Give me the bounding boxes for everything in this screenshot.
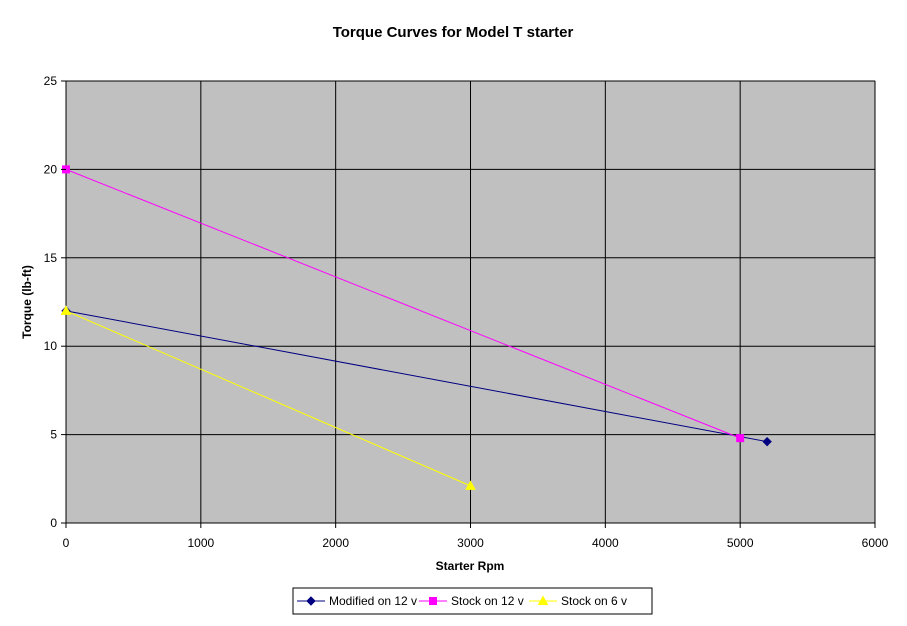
tick-labels: 0 5 10 15 20 25 0 1000 2000 3000 4000 5000 6000 bbox=[44, 74, 889, 550]
series-line bbox=[65, 310, 768, 443]
legend-item: Stock on 6 v bbox=[529, 594, 627, 608]
x-tick-label: 0 bbox=[63, 536, 70, 550]
y-tick-label: 5 bbox=[50, 428, 57, 442]
data-point bbox=[60, 305, 72, 315]
y-tick-label: 25 bbox=[44, 74, 58, 88]
x-tick-label: 5000 bbox=[727, 536, 754, 550]
data-point bbox=[465, 480, 476, 490]
chart-title: Torque Curves for Model T starter bbox=[333, 24, 574, 41]
legend-marker bbox=[429, 597, 437, 605]
legend-item: Modified on 12 v bbox=[297, 594, 417, 608]
legend: Modified on 12 v Stock on 12 v Stock on 6 … bbox=[292, 587, 653, 615]
legend-marker bbox=[537, 595, 549, 605]
series-line bbox=[65, 310, 471, 487]
legend-label: Modified on 12 v bbox=[329, 594, 417, 608]
legend-label: Stock on 12 v bbox=[451, 594, 524, 608]
legend-marker bbox=[306, 596, 316, 606]
legend-item: Stock on 12 v bbox=[419, 594, 524, 608]
x-tick-label: 1000 bbox=[187, 536, 214, 550]
y-tick-label: 20 bbox=[44, 162, 58, 176]
x-axis-title: Starter Rpm bbox=[436, 559, 505, 573]
data-point bbox=[736, 434, 745, 443]
series-3 bbox=[60, 305, 476, 490]
series-layer bbox=[60, 165, 772, 490]
plot-area bbox=[65, 80, 876, 524]
data-point bbox=[762, 436, 772, 447]
y-tick-label: 0 bbox=[50, 516, 57, 530]
x-tick-label: 3000 bbox=[457, 536, 484, 550]
legend-label: Stock on 6 v bbox=[561, 594, 627, 608]
y-tick-label: 10 bbox=[44, 339, 58, 353]
legend-box bbox=[292, 587, 653, 615]
x-tick-label: 6000 bbox=[862, 536, 889, 550]
series-1 bbox=[61, 306, 772, 447]
y-tick-label: 15 bbox=[44, 251, 58, 265]
y-axis-title: Torque (lb-ft) bbox=[20, 265, 34, 339]
x-tick-label: 2000 bbox=[322, 536, 349, 550]
x-tick-label: 4000 bbox=[592, 536, 619, 550]
series-line bbox=[65, 168, 741, 439]
